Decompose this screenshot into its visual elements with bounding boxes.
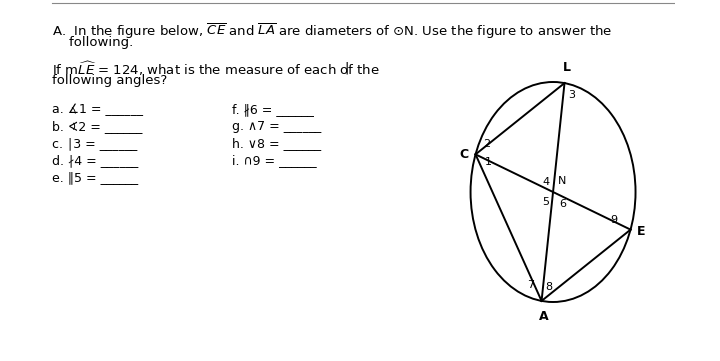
- Text: d. ∤4 = ______: d. ∤4 = ______: [52, 154, 138, 167]
- Text: a. ∡1 = ______: a. ∡1 = ______: [52, 103, 143, 116]
- Text: A.  In the figure below, $\overline{CE}$ and $\overline{LA}$ are diameters of $\: A. In the figure below, $\overline{CE}$ …: [52, 22, 612, 41]
- Text: 2: 2: [483, 139, 490, 149]
- Text: N: N: [558, 176, 566, 186]
- Text: 8: 8: [546, 282, 553, 292]
- Text: 6: 6: [559, 199, 566, 209]
- Text: 9: 9: [610, 215, 617, 225]
- Text: 7: 7: [527, 280, 534, 290]
- Text: f. ∦6 = ______: f. ∦6 = ______: [233, 103, 315, 116]
- Text: If m$\widehat{LE}$ = 124, what is the measure of each of the: If m$\widehat{LE}$ = 124, what is the me…: [52, 60, 379, 78]
- Text: e. ∥5 = ______: e. ∥5 = ______: [52, 171, 138, 184]
- Text: following angles?: following angles?: [52, 74, 167, 87]
- Text: C: C: [460, 148, 469, 161]
- Text: following.: following.: [52, 36, 132, 49]
- Text: A: A: [539, 310, 548, 323]
- Text: 1: 1: [485, 157, 492, 168]
- Text: 4: 4: [542, 177, 549, 187]
- Text: $\vert$: $\vert$: [344, 60, 348, 76]
- Text: b. ∢2 = ______: b. ∢2 = ______: [52, 120, 142, 133]
- Text: g. ∧7 = ______: g. ∧7 = ______: [233, 120, 322, 133]
- Text: L: L: [562, 61, 570, 74]
- Text: E: E: [637, 225, 646, 238]
- Text: 3: 3: [569, 90, 575, 100]
- Text: 5: 5: [542, 197, 549, 207]
- Text: h. ∨8 = ______: h. ∨8 = ______: [233, 137, 322, 150]
- Text: c. ∣3 = ______: c. ∣3 = ______: [52, 137, 137, 150]
- Text: i. ∩9 = ______: i. ∩9 = ______: [233, 154, 317, 167]
